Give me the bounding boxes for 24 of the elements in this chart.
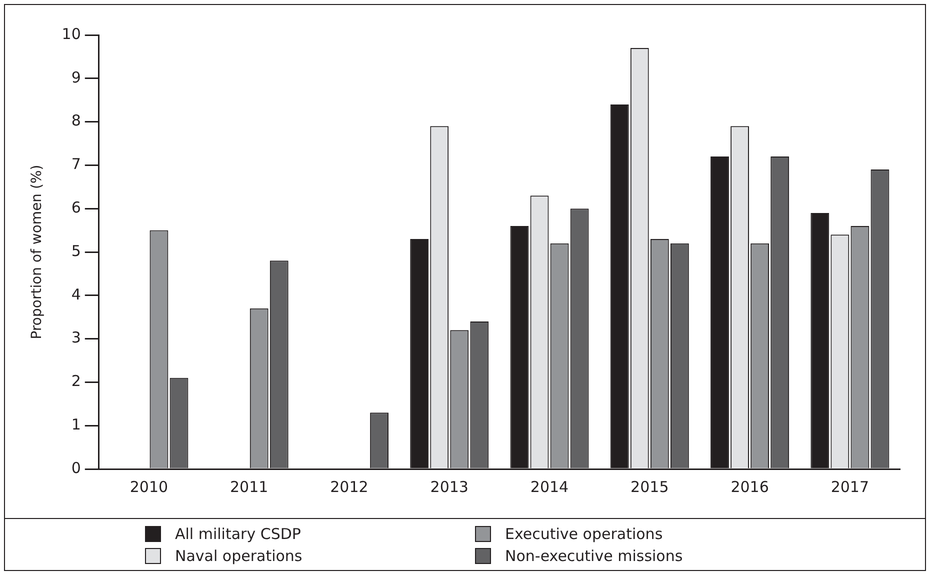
y-tick-label: 7 xyxy=(71,155,81,174)
y-tick-label: 5 xyxy=(71,242,81,260)
y-tick-label: 2 xyxy=(71,372,81,390)
y-axis-title: Proportion of women (%) xyxy=(29,164,46,340)
x-tick-label: 2013 xyxy=(430,478,468,496)
y-tick-label: 0 xyxy=(71,458,81,477)
y-tick-label: 4 xyxy=(71,285,81,304)
y-tick-label: 8 xyxy=(71,112,81,130)
x-tick-label: 2011 xyxy=(230,478,268,496)
x-tick-label: 2017 xyxy=(830,478,870,496)
legend-label: Naval operations xyxy=(175,547,302,565)
x-tick-label: 2010 xyxy=(130,478,168,496)
legend-label: Executive operations xyxy=(505,525,663,543)
legend-label: All military CSDP xyxy=(175,525,301,543)
y-tick-label: 9 xyxy=(71,68,81,86)
legend-label: Non-executive missions xyxy=(505,547,683,565)
y-tick-label: 10 xyxy=(62,24,81,43)
x-tick-label: 2016 xyxy=(730,478,769,496)
x-tick-label: 2015 xyxy=(630,478,669,496)
y-tick-label: 1 xyxy=(71,415,81,434)
y-tick-label: 3 xyxy=(71,328,81,347)
x-tick-label: 2014 xyxy=(530,478,569,496)
y-tick-label: 6 xyxy=(71,198,81,216)
x-tick-label: 2012 xyxy=(330,478,368,496)
